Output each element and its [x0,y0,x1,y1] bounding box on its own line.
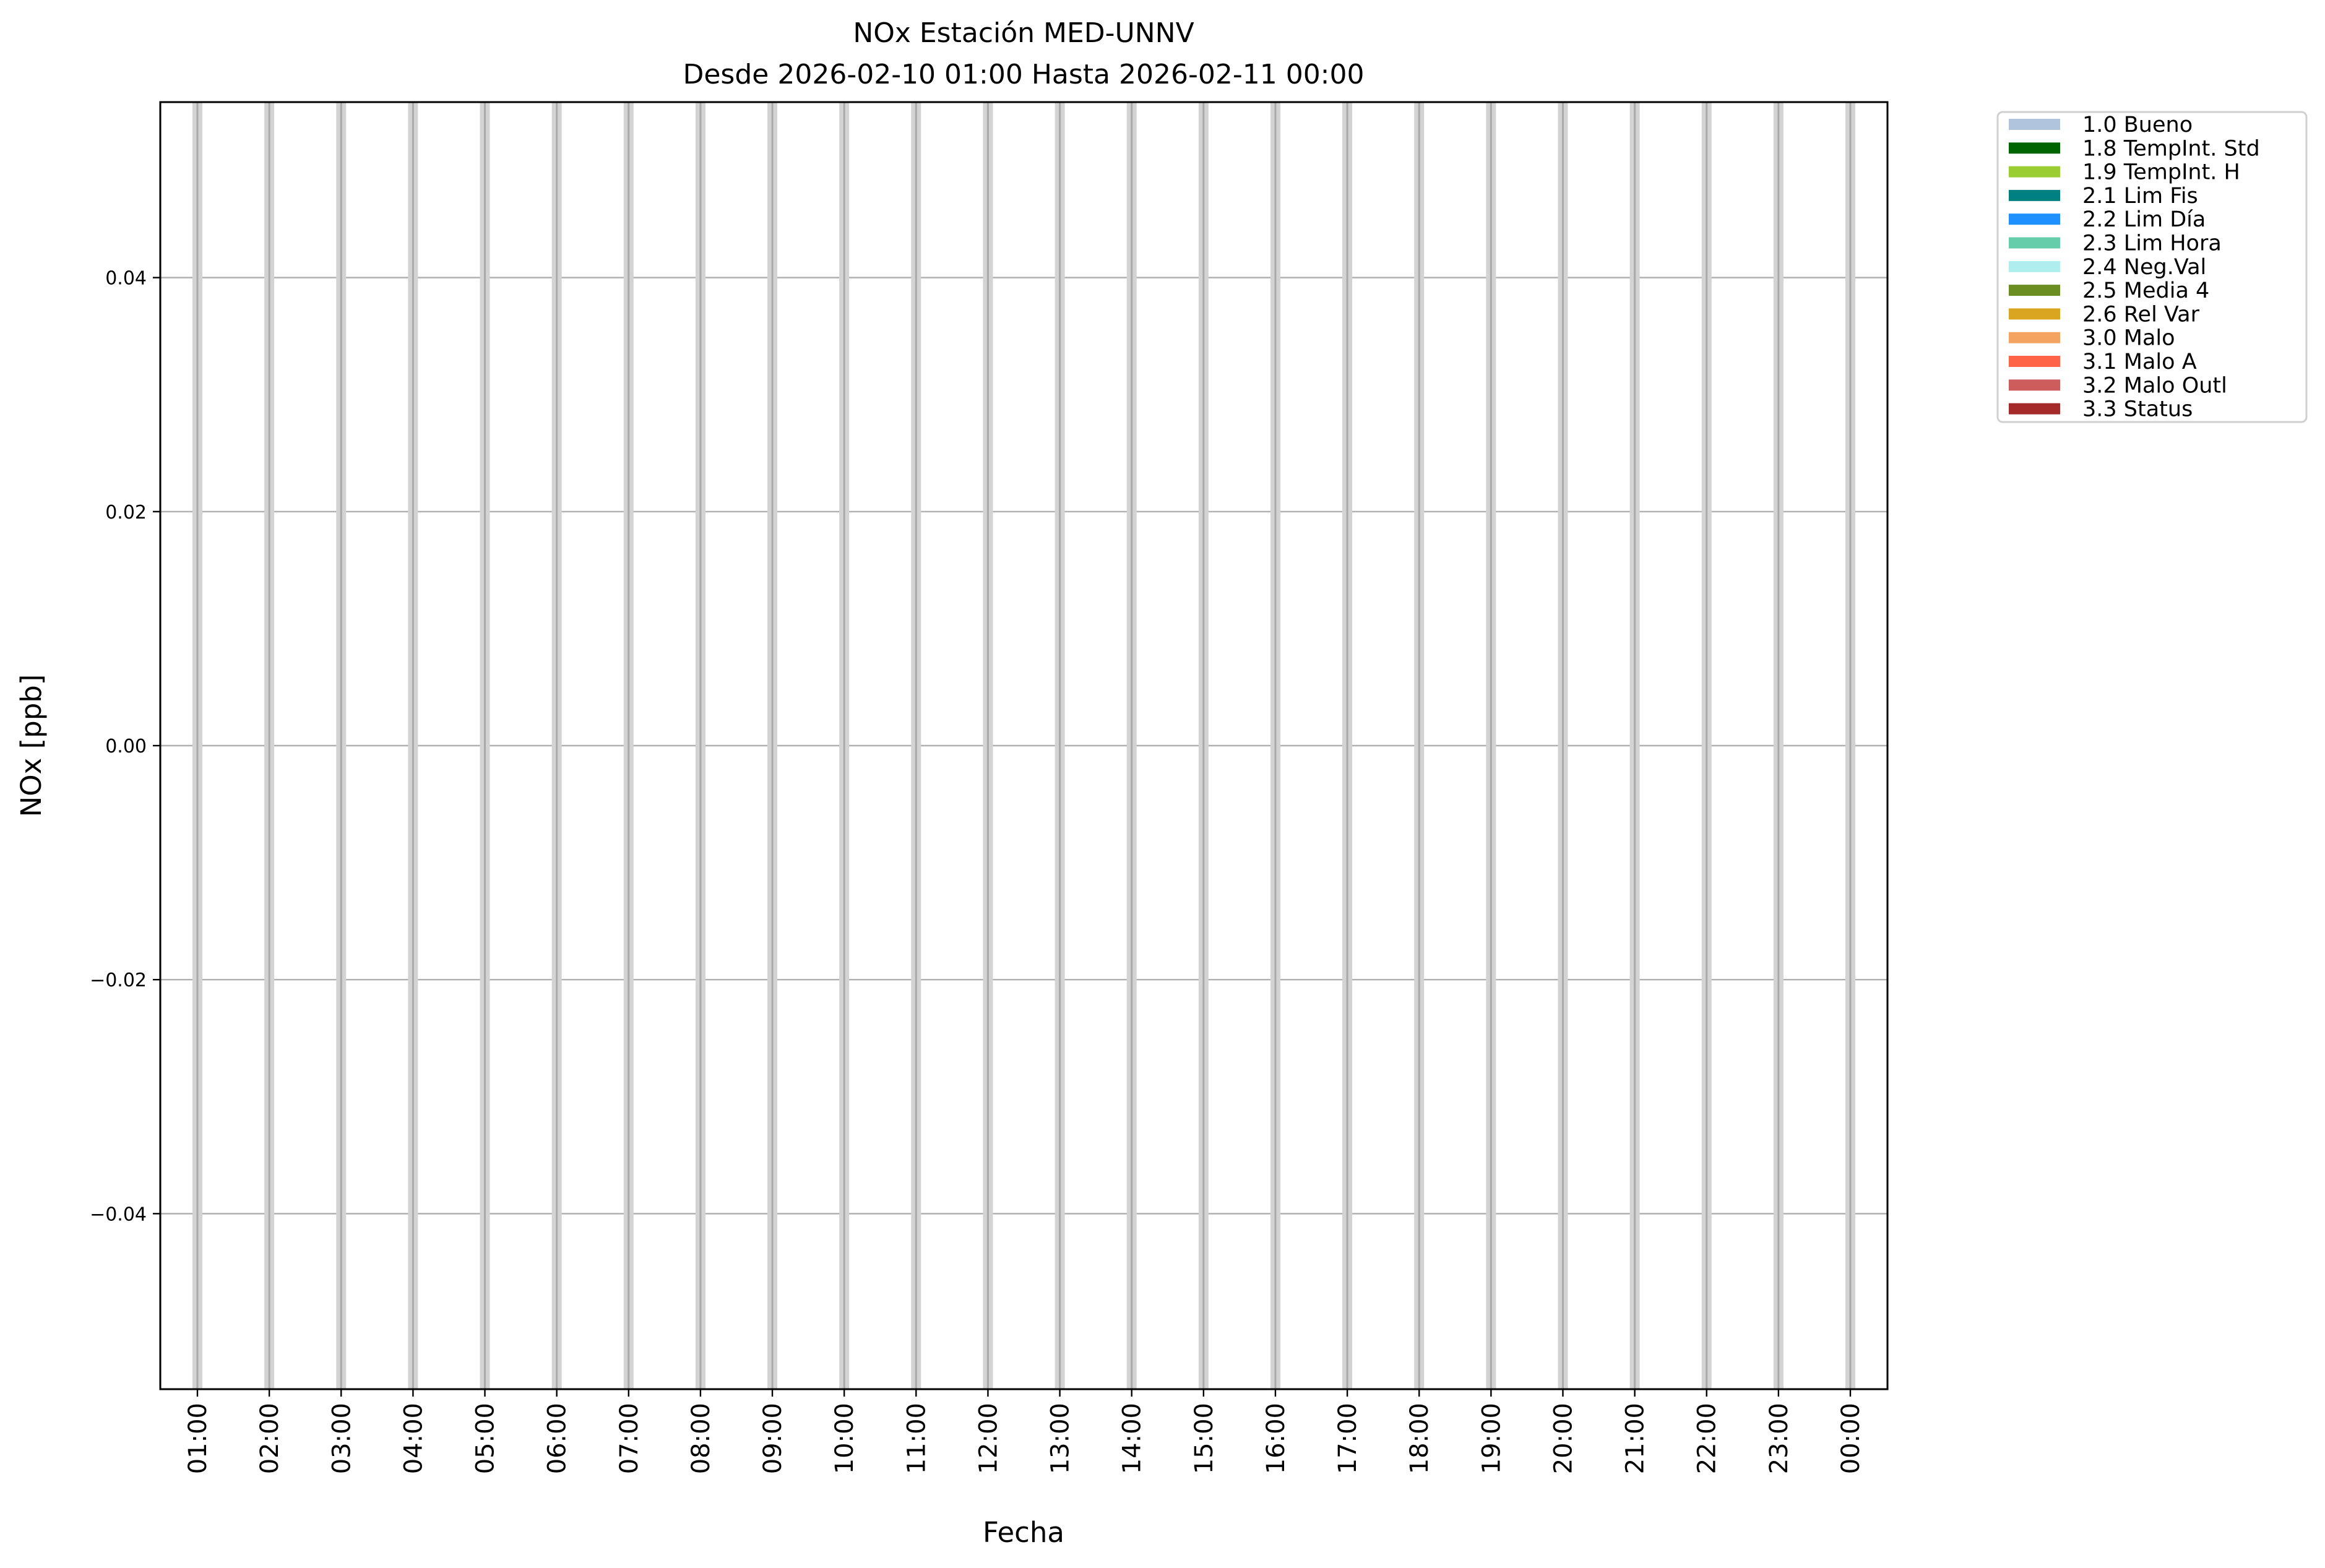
x-tick-label: 10:00 [830,1403,859,1474]
legend-swatch [2009,142,2060,154]
x-tick-label: 22:00 [1693,1403,1722,1474]
x-tick-label: 13:00 [1046,1403,1075,1474]
legend-label: 2.4 Neg.Val [2082,255,2206,280]
hour-markers [192,102,1855,1389]
x-tick-label: 00:00 [1837,1403,1865,1474]
legend-swatch [2009,403,2060,415]
legend-label: 2.5 Media 4 [2082,278,2209,303]
x-tick-label: 21:00 [1621,1403,1650,1474]
x-tick-label: 03:00 [327,1403,356,1474]
legend-label: 3.0 Malo [2082,326,2175,351]
legend-label: 2.6 Rel Var [2082,302,2200,327]
x-tick-label: 02:00 [256,1403,284,1474]
legend-swatch [2009,308,2060,320]
x-tick-label: 06:00 [543,1403,572,1474]
legend-label: 1.0 Bueno [2082,113,2193,137]
y-tick-label: 0.00 [105,736,147,757]
legend-swatch [2009,261,2060,272]
y-tick-label: −0.02 [90,970,147,991]
grid [160,277,1887,1215]
legend-label: 1.9 TempInt. H [2082,160,2240,185]
x-tick-label: 04:00 [399,1403,428,1474]
legend-label: 2.3 Lim Hora [2082,231,2222,256]
legend-swatch [2009,166,2060,178]
x-axis-label: Fecha [983,1516,1064,1549]
legend-swatch [2009,189,2060,201]
x-tick-label: 19:00 [1477,1403,1506,1474]
chart-subtitle: Desde 2026-02-10 01:00 Hasta 2026-02-11 … [683,59,1364,90]
x-tick-label: 20:00 [1549,1403,1577,1474]
x-tick-label: 07:00 [615,1403,644,1474]
x-tick-label: 08:00 [687,1403,715,1474]
x-tick-label: 17:00 [1334,1403,1362,1474]
legend-swatch [2009,213,2060,225]
x-tick-label: 16:00 [1262,1403,1290,1474]
x-tick-label: 18:00 [1405,1403,1434,1474]
y-tick-label: −0.04 [90,1204,147,1225]
x-tick-label: 05:00 [472,1403,500,1474]
legend-frame [1996,111,2308,423]
chart-title: NOx Estación MED-UNNV [853,17,1194,49]
legend-swatch [2009,332,2060,343]
x-tick-label: 23:00 [1765,1403,1793,1474]
x-tick-label: 12:00 [974,1403,1003,1474]
legend-label: 1.8 TempInt. Std [2082,136,2260,161]
legend-swatch [2009,356,2060,367]
x-tick-label: 15:00 [1190,1403,1219,1474]
legend-label: 3.1 Malo A [2082,350,2197,374]
legend-swatch [2009,237,2060,249]
y-axis-label: NOx [ppb] [15,674,48,817]
x-tick-label: 14:00 [1118,1403,1147,1474]
legend-label: 2.2 Lim Día [2082,207,2206,232]
legend-label: 3.3 Status [2082,397,2193,422]
y-axis: 0.04 0.02 0.00 −0.02 −0.04 [90,268,160,1225]
y-tick-label: 0.02 [105,502,147,523]
x-axis: 01:00 02:00 03:00 04:00 05:00 06:00 07:00 08:00… [184,1389,1865,1474]
y-tick-label: 0.04 [105,268,147,290]
x-tick-label: 09:00 [759,1403,787,1474]
x-tick-label: 11:00 [902,1403,931,1474]
legend-swatch [2009,119,2060,130]
legend-swatch [2009,285,2060,296]
x-tick-label: 01:00 [184,1403,212,1474]
legend-swatch [2009,379,2060,391]
legend-label: 3.2 Malo Outl [2082,373,2227,398]
legend-label: 2.1 Lim Fis [2082,184,2198,209]
